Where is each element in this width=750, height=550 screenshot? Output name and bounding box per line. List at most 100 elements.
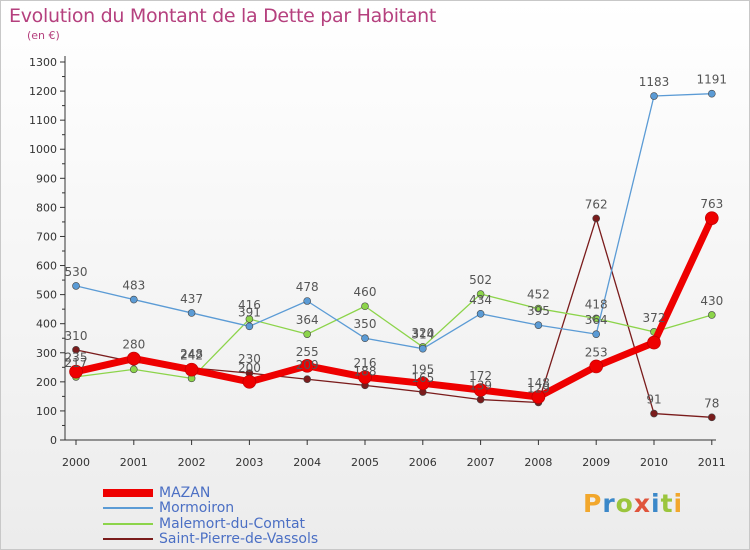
- data-point-malemort-du-comtat: [707, 311, 716, 319]
- data-label-malemort-du-comtat: 418: [585, 297, 608, 311]
- y-tick-label: 200: [36, 376, 57, 389]
- data-point-malemort-du-comtat: [361, 302, 369, 311]
- legend-swatch: [103, 538, 153, 541]
- chart-title: Evolution du Montant de la Dette par Hab…: [9, 5, 437, 27]
- data-label-malemort-du-comtat: 430: [700, 294, 723, 308]
- data-point-saint-pierre-de-vassols: [476, 395, 485, 404]
- legend-item-malemort-du-comtat: Malemort-du-Comtat: [103, 516, 318, 532]
- legend-label: Saint-Pierre-de-Vassols: [159, 531, 319, 548]
- data-point-mormoiron: [476, 310, 485, 318]
- data-point-saint-pierre-de-vassols: [72, 346, 80, 354]
- data-point-saint-pierre-de-vassols: [650, 409, 658, 418]
- data-point-mormoiron: [418, 344, 427, 353]
- data-label-saint-pierre-de-vassols: 248: [180, 347, 203, 361]
- data-label-malemort-du-comtat: 502: [469, 273, 492, 287]
- y-tick-label: 400: [36, 318, 57, 331]
- data-label-saint-pierre-de-vassols: 129: [527, 381, 550, 395]
- y-tick-label: 900: [36, 172, 57, 185]
- data-point-saint-pierre-de-vassols: [303, 375, 312, 384]
- legend-swatch: [103, 507, 153, 510]
- logo-letter: i: [673, 489, 684, 518]
- y-tick-label: 800: [36, 201, 57, 214]
- data-label-mormoiron: 530: [65, 265, 88, 279]
- data-point-mazan: [184, 362, 199, 377]
- y-tick-label: 500: [36, 289, 57, 302]
- x-tick-label: 2001: [120, 456, 148, 469]
- proxiti-logo: Proxiti: [583, 489, 683, 518]
- legend-label: MAZAN: [159, 484, 211, 501]
- data-point-mormoiron: [707, 89, 716, 98]
- x-tick-label: 2011: [698, 456, 726, 469]
- data-point-mazan: [531, 390, 546, 404]
- data-label-saint-pierre-de-vassols: 209: [296, 358, 319, 372]
- data-label-mazan: 172: [469, 369, 492, 383]
- series-line-mormoiron: [75, 93, 713, 350]
- data-label-mormoiron: 391: [238, 305, 261, 319]
- logo-letter: o: [615, 489, 634, 518]
- data-label-saint-pierre-de-vassols: 165: [411, 371, 434, 385]
- data-point-mormoiron: [187, 309, 196, 317]
- data-label-mormoiron: 478: [296, 280, 319, 294]
- data-label-saint-pierre-de-vassols: 762: [585, 197, 608, 211]
- line-chart: 0 100 200 300 400 500 600 700 800 900 1000 1100 1200…: [29, 56, 727, 469]
- data-label-mormoiron: 350: [354, 317, 377, 331]
- data-point-mormoiron: [361, 334, 369, 343]
- series-line-malemort-du-comtat: [75, 293, 713, 380]
- data-label-mormoiron: 483: [122, 279, 145, 293]
- y-tick-label: 0: [50, 434, 57, 447]
- y-tick-label: 1200: [29, 85, 57, 98]
- data-point-mazan: [473, 383, 488, 397]
- y-tick-label: 700: [36, 230, 57, 243]
- x-tick-label: 2008: [524, 456, 552, 469]
- x-tick-label: 2000: [62, 456, 90, 469]
- data-label-malemort-du-comtat: 416: [238, 298, 261, 312]
- logo-letter: P: [583, 489, 603, 518]
- legend-label: Malemort-du-Comtat: [159, 515, 306, 532]
- series-line-mazan: [72, 214, 716, 401]
- data-label-malemort-du-comtat: 452: [527, 288, 550, 302]
- data-point-mazan: [647, 335, 661, 350]
- y-tick-label: 300: [36, 347, 57, 360]
- legend-label: Mormoiron: [159, 500, 235, 517]
- data-label-malemort-du-comtat: 320: [411, 326, 434, 340]
- data-label-mazan: 280: [122, 338, 145, 352]
- data-point-mazan: [242, 375, 257, 389]
- data-point-mormoiron: [130, 295, 138, 304]
- data-point-mazan: [704, 211, 719, 225]
- data-point-mormoiron: [303, 297, 312, 305]
- data-point-mormoiron: [72, 282, 80, 290]
- data-label-saint-pierre-de-vassols: 188: [354, 364, 377, 378]
- data-label-mormoiron: 395: [527, 304, 550, 318]
- data-point-mazan: [300, 359, 315, 373]
- data-label-mormoiron: 1183: [639, 75, 670, 89]
- data-label-mazan: 216: [354, 356, 377, 370]
- data-point-mazan: [415, 376, 430, 391]
- x-tick-label: 2009: [582, 456, 610, 469]
- data-label-mazan: 195: [411, 362, 434, 376]
- logo-letter: r: [602, 489, 616, 518]
- data-label-mazan: 235: [65, 351, 88, 365]
- y-tick-label: 100: [36, 405, 57, 418]
- logo-letter: t: [660, 489, 674, 518]
- data-label-mormoiron: 434: [469, 293, 492, 307]
- data-label-saint-pierre-de-vassols: 78: [704, 396, 719, 410]
- data-point-malemort-du-comtat: [534, 304, 543, 313]
- x-tick-label: 2010: [640, 456, 668, 469]
- unit-note: (en €): [27, 29, 60, 42]
- legend-item-mazan: MAZAN: [103, 485, 318, 501]
- legend: MAZAN Mormoiron Malemort-du-Comtat Saint-Pi…: [103, 485, 318, 547]
- data-label-mazan: 148: [527, 376, 550, 390]
- logo-letter: i: [651, 489, 661, 518]
- data-label-malemort-du-comtat: 217: [65, 356, 88, 370]
- data-label-mazan: 242: [180, 349, 203, 363]
- data-label-mormoiron: 437: [180, 292, 203, 306]
- data-point-mazan: [127, 351, 141, 366]
- data-label-saint-pierre-de-vassols: 139: [469, 379, 492, 393]
- x-tick-label: 2006: [409, 456, 437, 469]
- y-tick-label: 1000: [29, 143, 57, 156]
- data-point-saint-pierre-de-vassols: [592, 214, 601, 223]
- data-point-saint-pierre-de-vassols: [707, 413, 716, 422]
- data-label-saint-pierre-de-vassols: 310: [65, 329, 88, 343]
- data-label-malemort-du-comtat: 364: [296, 313, 319, 327]
- y-tick-label: 1100: [29, 114, 57, 127]
